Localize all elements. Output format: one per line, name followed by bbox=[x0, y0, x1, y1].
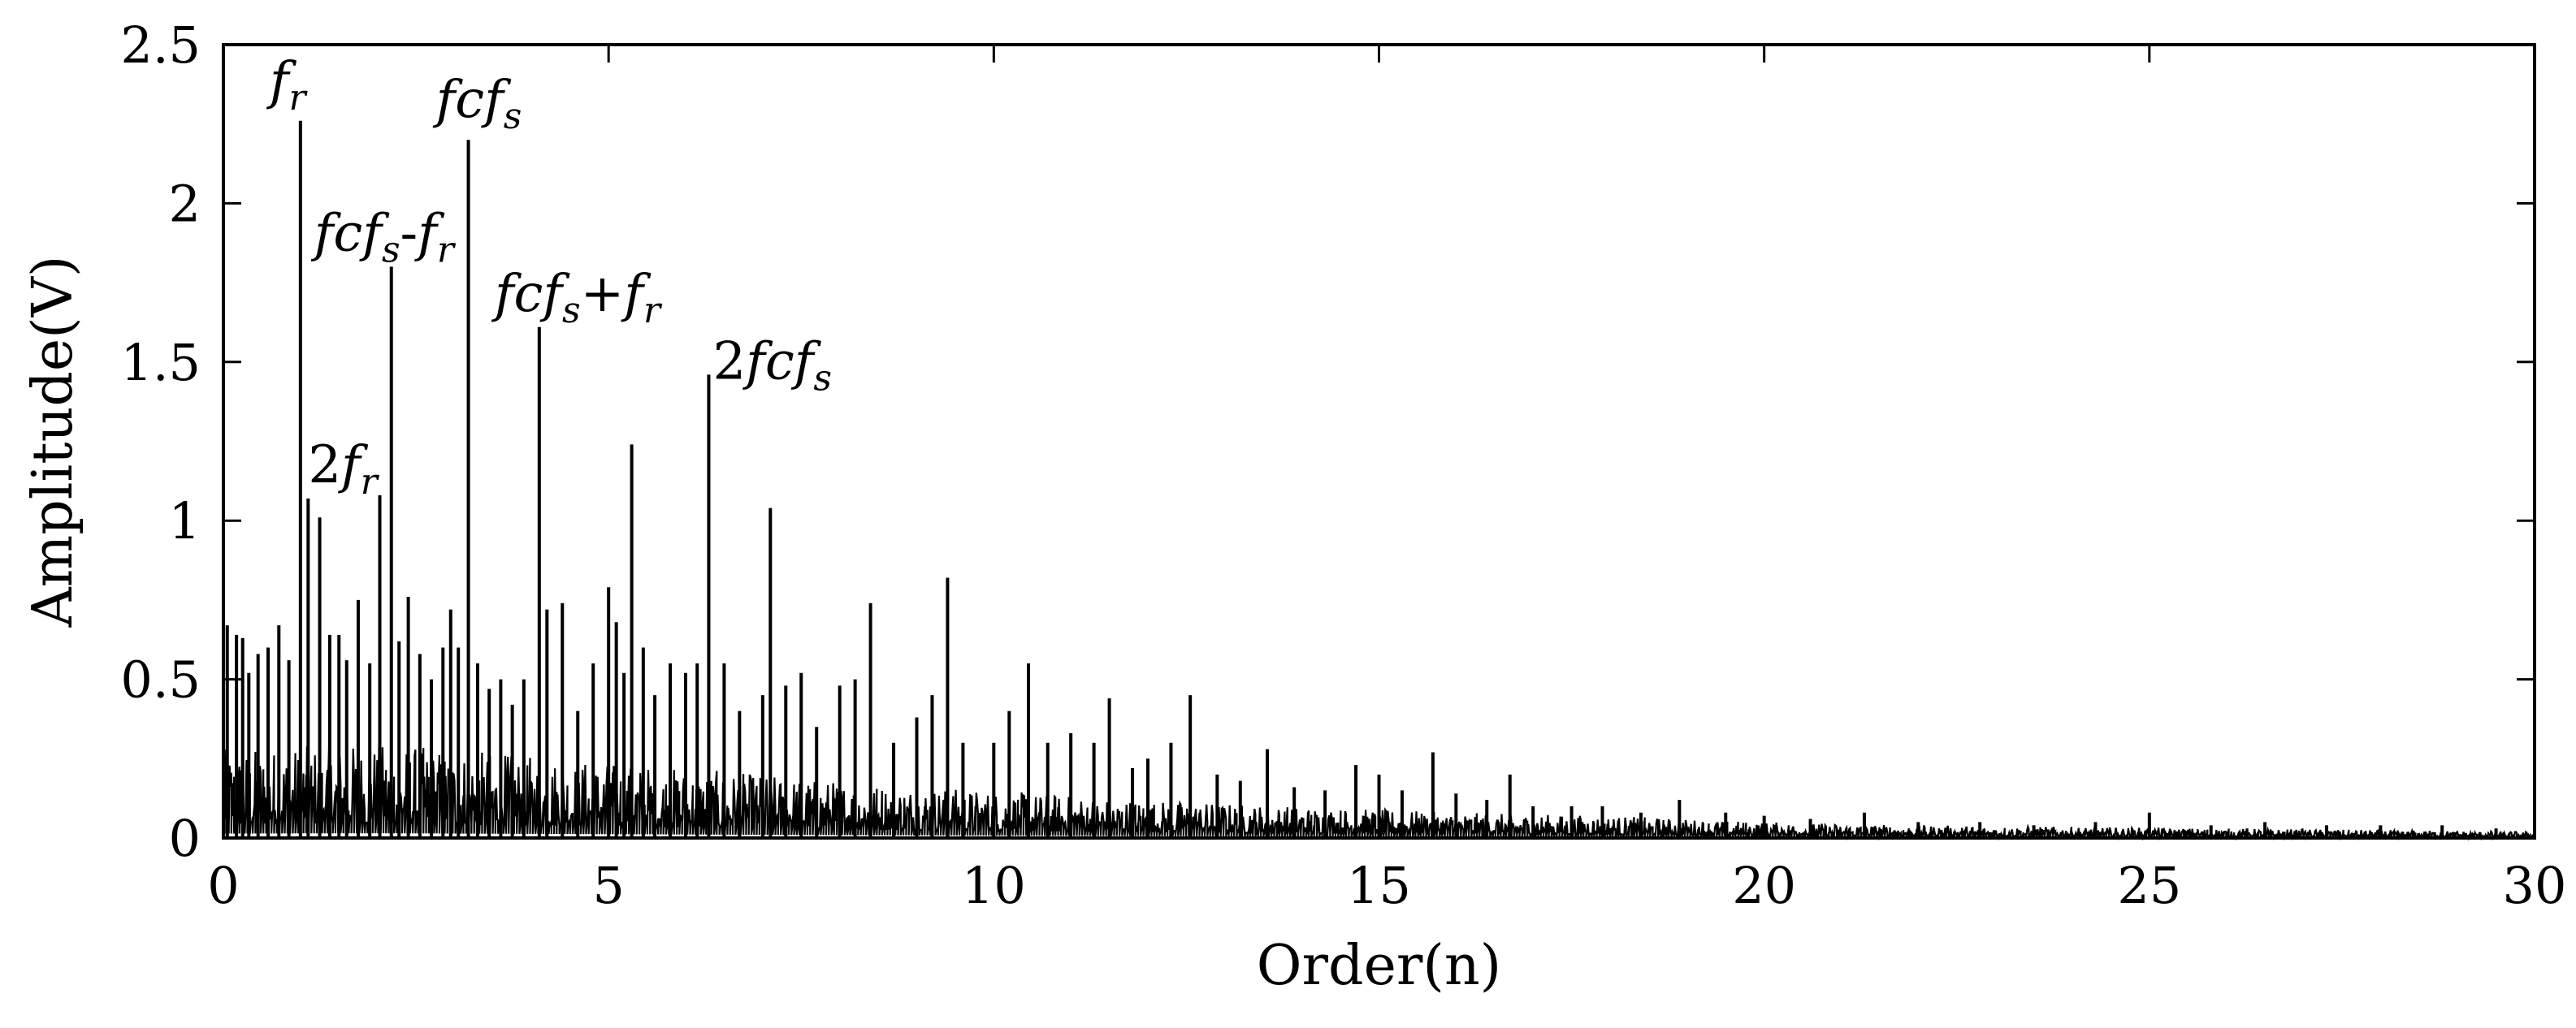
x-tick-label: 15 bbox=[1347, 856, 1411, 915]
plot-frame bbox=[222, 43, 2536, 840]
y-tick-label: 2 bbox=[169, 174, 201, 233]
y-tick-label: 1 bbox=[169, 491, 201, 551]
x-tick-label: 25 bbox=[2117, 856, 2181, 915]
spectral-peaks-layer bbox=[225, 120, 2498, 838]
peak-label-fcfs-fr: fcfs-fr bbox=[311, 204, 457, 271]
x-tick-label: 5 bbox=[592, 856, 624, 915]
peak-label-fr: fr bbox=[266, 51, 309, 119]
y-tick-label: 1.5 bbox=[120, 333, 201, 392]
peak-label-fcfs: fcfs bbox=[433, 70, 522, 137]
peak-label-2fcfs: 2fcfs bbox=[712, 331, 832, 399]
peak-annotations: fr 2fr fcfs-fr fcfs fcfs+fr 2fcfs bbox=[266, 51, 832, 503]
peak-label-2fr: 2fr bbox=[308, 435, 379, 503]
y-tick-label: 2.5 bbox=[120, 15, 201, 75]
x-axis-title: Order(n) bbox=[1257, 934, 1501, 998]
axis-ticks: 0 5 10 15 20 25 30 0 0.5 1 1.5 2 2.5 bbox=[120, 15, 2566, 915]
y-tick-label: 0 bbox=[169, 809, 201, 868]
x-tick-label: 30 bbox=[2503, 856, 2567, 915]
y-axis-title: Amplitude(V) bbox=[21, 256, 85, 628]
peak-label-fcfs+fr: fcfs+fr bbox=[491, 264, 663, 331]
y-tick-label: 0.5 bbox=[120, 650, 201, 710]
x-tick-label: 10 bbox=[962, 856, 1026, 915]
x-tick-label: 0 bbox=[207, 856, 239, 915]
x-tick-label: 20 bbox=[1732, 856, 1796, 915]
